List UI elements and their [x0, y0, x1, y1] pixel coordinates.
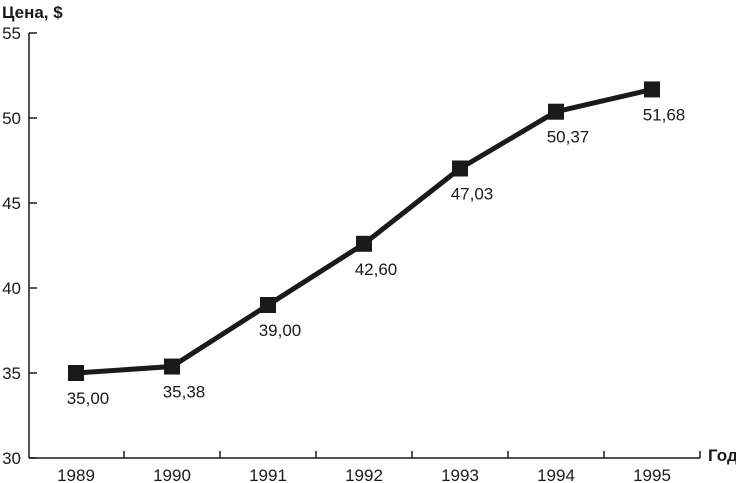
- y-tick-label: 50: [2, 109, 21, 128]
- axes: [28, 33, 700, 459]
- y-tick-label: 30: [2, 449, 21, 468]
- data-point-1993: [452, 160, 468, 177]
- x-tick-label: 1993: [441, 466, 479, 483]
- y-ticks: 30 35 40 45 50 55: [2, 24, 37, 468]
- markers: [68, 81, 660, 381]
- y-tick-label: 45: [2, 194, 21, 213]
- data-labels: 35,00 35,38 39,00 42,60 47,03 50,37 51,68: [67, 105, 686, 408]
- y-tick-label: 40: [2, 279, 21, 298]
- x-tick-label: 1995: [633, 466, 671, 483]
- y-tick-label: 55: [2, 24, 21, 43]
- data-label-1994: 50,37: [547, 128, 590, 147]
- x-tick-label: 1990: [153, 466, 191, 483]
- data-point-1995: [644, 81, 660, 98]
- data-label-1989: 35,00: [67, 389, 110, 408]
- data-label-1991: 39,00: [259, 321, 302, 340]
- data-point-1991: [260, 297, 276, 313]
- data-label-1995: 51,68: [643, 105, 686, 124]
- data-point-1989: [68, 365, 84, 381]
- x-tick-label: 1992: [345, 466, 383, 483]
- x-tick-label: 1994: [537, 466, 575, 483]
- y-tick-label: 35: [2, 364, 21, 383]
- data-point-1990: [164, 358, 180, 375]
- data-point-1992: [356, 235, 372, 252]
- x-axis-title: Год: [708, 446, 736, 465]
- data-point-1994: [548, 103, 564, 120]
- x-ticks: 1989 1990 1991 1992 1993 1994 1995: [57, 451, 701, 483]
- data-label-1992: 42,60: [355, 260, 398, 279]
- data-label-1993: 47,03: [451, 184, 494, 203]
- data-label-1990: 35,38: [163, 383, 206, 402]
- x-tick-label: 1991: [249, 466, 287, 483]
- x-tick-label: 1989: [57, 466, 95, 483]
- y-axis-title: Цена, $: [2, 3, 63, 22]
